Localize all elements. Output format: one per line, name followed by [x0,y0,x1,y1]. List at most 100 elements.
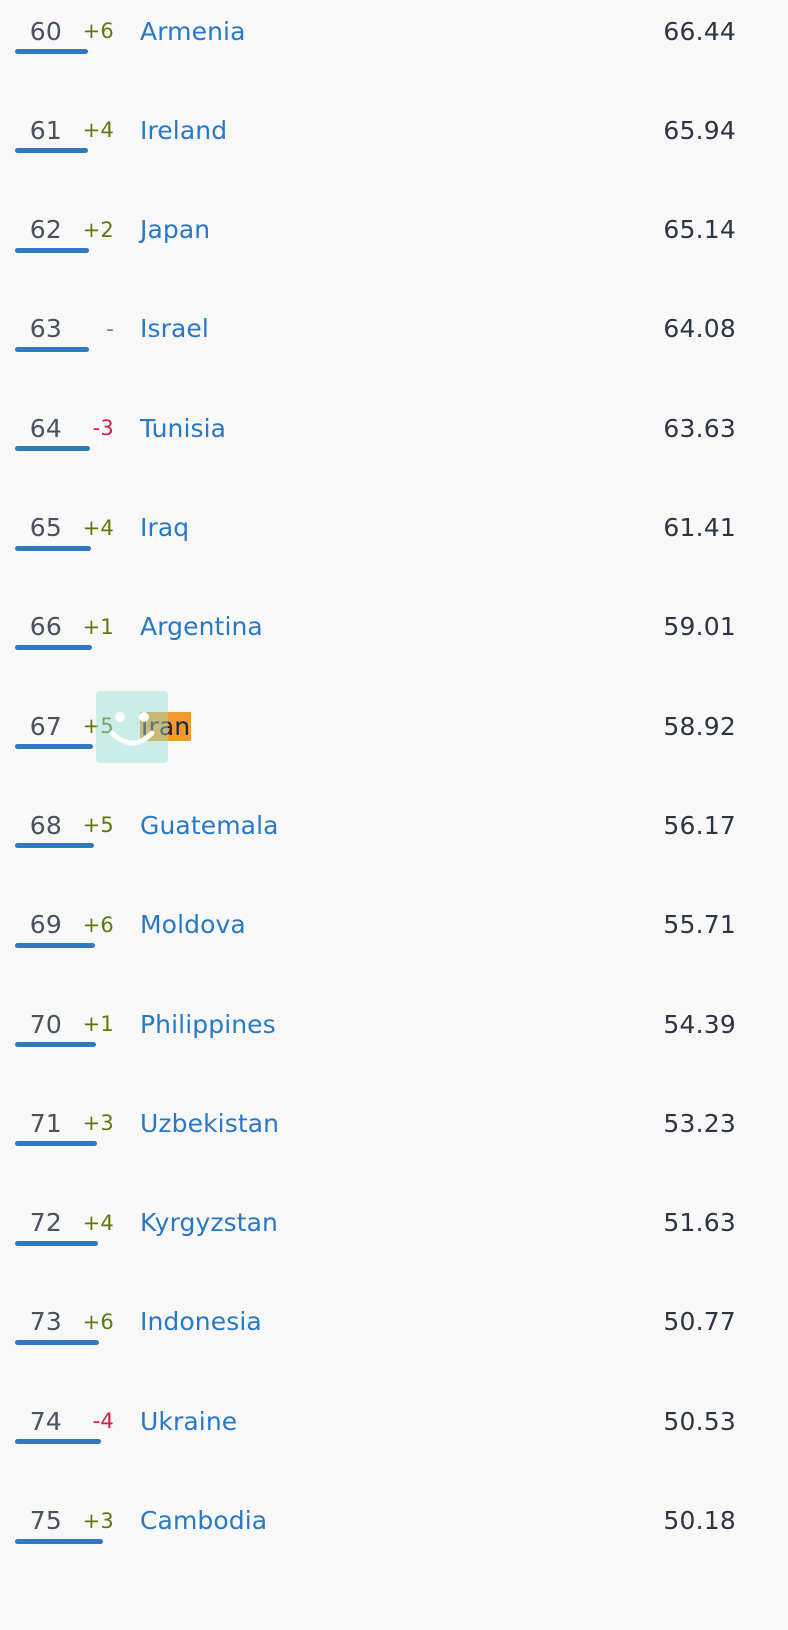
rank-number: 64 [29,413,62,443]
country-link[interactable]: Armenia [140,16,246,46]
ranking-row-content: 69 +6 Moldova 55.71 [0,894,788,956]
score-value: 64.08 [663,314,736,344]
country-link[interactable]: Guatemala [140,810,279,840]
country-link[interactable]: Japan [140,215,211,245]
rank-change-indicator: +5 [82,813,114,838]
score-value: 65.14 [663,215,736,245]
ranking-row-content: 64 -3 Tunisia 63.63 [0,397,788,459]
ranking-row[interactable]: 73 +6 Indonesia 50.77 [0,1291,788,1390]
score-value: 55.71 [663,910,736,940]
rank-change-indicator: +1 [82,1012,114,1036]
ranking-row-content: 62 +2 Japan 65.14 [0,199,788,261]
country-link[interactable]: Ireland [140,115,228,145]
score-value: 54.39 [663,1009,736,1039]
rank-change-indicator: +1 [82,614,114,639]
rank-progress-bar [15,942,95,948]
score-value: 58.92 [663,711,736,741]
ranking-row[interactable]: 75 +3 Cambodia 50.18 [0,1490,788,1589]
ranking-row[interactable]: 70 +1 Philippines 54.39 [0,993,788,1092]
rank-progress-bar [15,644,92,650]
country-link[interactable]: Iraq [140,513,190,542]
country-link[interactable]: Uzbekistan [140,1108,280,1138]
rank-number: 61 [29,115,62,145]
score-value: 50.53 [663,1406,736,1436]
rank-change-indicator: +3 [82,1508,114,1533]
rank-progress-bar [15,1141,97,1147]
rank-number: 68 [29,810,62,840]
score-value: 51.63 [663,1208,736,1238]
ranking-row-content: 70 +1 Philippines 54.39 [0,993,788,1055]
rank-change-indicator: - [106,316,114,341]
rank-progress-bar [15,545,91,551]
country-link[interactable]: Argentina [140,612,263,642]
ranking-row[interactable]: 62 +2 Japan 65.14 [0,199,788,298]
country-link[interactable]: Ukraine [140,1406,238,1436]
score-value: 50.18 [663,1506,736,1535]
rank-change-indicator: +4 [82,515,114,540]
score-value: 61.41 [663,513,736,542]
rank-progress-bar [15,843,94,849]
country-link[interactable]: Tunisia [140,413,227,443]
ranking-row[interactable]: 69 +6 Moldova 55.71 [0,894,788,993]
country-link[interactable]: Moldova [140,910,246,940]
ranking-row[interactable]: 72 +4 Kyrgyzstan 51.63 [0,1192,788,1291]
ranking-row[interactable]: 67 +5 Iran 58.92 [0,695,788,794]
ranking-row-content: 63 - Israel 64.08 [0,298,788,360]
ranking-row-content: 75 +3 Cambodia 50.18 [0,1490,788,1552]
rank-progress-bar [15,1042,96,1047]
rank-progress-bar [15,247,89,253]
rank-change-indicator: -3 [92,416,114,441]
rank-progress-bar [15,1439,101,1445]
rank-progress-bar [15,1240,98,1246]
ranking-row-content: 60 +6 Armenia 66.44 [0,0,788,62]
rank-number: 66 [29,612,62,642]
rank-change-indicator: +3 [82,1111,114,1136]
ranking-row[interactable]: 68 +5 Guatemala 56.17 [0,794,788,893]
score-value: 65.94 [663,115,736,145]
score-value: 66.44 [663,16,736,46]
score-value: 50.77 [663,1307,736,1337]
rank-progress-bar [15,744,93,750]
ranking-row[interactable]: 60 +6 Armenia 66.44 [0,0,788,99]
country-link[interactable]: Iran [140,711,192,741]
score-value: 59.01 [663,612,736,642]
ranking-row-content: 67 +5 Iran 58.92 [0,695,788,757]
country-link[interactable]: Israel [140,314,209,344]
ranking-row[interactable]: 63 - Israel 64.08 [0,298,788,397]
rank-number: 75 [29,1506,62,1535]
rank-progress-bar [15,1538,103,1544]
ranking-row-content: 71 +3 Uzbekistan 53.23 [0,1092,788,1154]
rank-progress-bar [15,1339,99,1345]
rank-change-indicator: +6 [82,912,114,937]
ranking-row-content: 61 +4 Ireland 65.94 [0,99,788,161]
rank-change-indicator: +4 [82,118,114,143]
rank-number: 60 [29,16,62,46]
rank-number: 71 [29,1108,62,1138]
country-link[interactable]: Philippines [140,1009,276,1039]
ranking-row[interactable]: 66 +1 Argentina 59.01 [0,596,788,695]
rank-change-indicator: +6 [82,19,114,43]
score-value: 56.17 [663,810,736,840]
rank-number: 67 [29,711,62,741]
rank-change-indicator: +6 [82,1309,114,1334]
rank-progress-bar [15,148,88,154]
ranking-row[interactable]: 71 +3 Uzbekistan 53.23 [0,1092,788,1191]
country-link[interactable]: Cambodia [140,1506,268,1535]
country-link[interactable]: Indonesia [140,1307,262,1337]
score-value: 63.63 [663,413,736,443]
rank-progress-bar [15,446,90,452]
rank-progress-bar [15,49,88,54]
ranking-row[interactable]: 74 -4 Ukraine 50.53 [0,1390,788,1489]
ranking-row[interactable]: 64 -3 Tunisia 63.63 [0,397,788,496]
rank-number: 65 [29,513,62,542]
ranking-row-content: 74 -4 Ukraine 50.53 [0,1390,788,1452]
country-link[interactable]: Kyrgyzstan [140,1208,278,1238]
rank-number: 73 [29,1307,62,1337]
ranking-row-content: 65 +4 Iraq 61.41 [0,497,788,559]
ranking-row-content: 73 +6 Indonesia 50.77 [0,1291,788,1353]
ranking-row[interactable]: 65 +4 Iraq 61.41 [0,497,788,596]
ranking-row[interactable]: 61 +4 Ireland 65.94 [0,99,788,198]
rank-change-indicator: +4 [82,1210,114,1235]
ranking-row-content: 68 +5 Guatemala 56.17 [0,794,788,856]
